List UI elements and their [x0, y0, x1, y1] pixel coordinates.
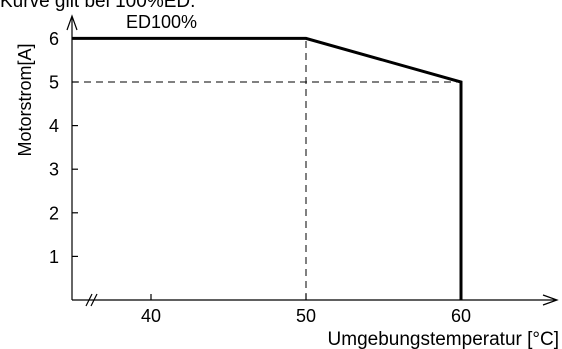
reference-lines [72, 38, 461, 300]
y-tick-label: 4 [49, 116, 59, 136]
y-axis-arrow [66, 14, 78, 31]
x-axis-break-mark [85, 293, 93, 307]
x-tick-label: 60 [451, 306, 471, 326]
labels-layer: 1 2 3 4 5 6 40 50 60 ED100% Motorstrom[A] Umgebungs… [15, 12, 559, 349]
x-axis-break-mark [90, 293, 98, 307]
chart-caption: Kurve gilt bei 100%ED. [0, 0, 196, 12]
x-axis-arrow [542, 294, 559, 306]
y-axis-title: Motorstrom[A] [15, 43, 35, 156]
series-label: ED100% [126, 12, 197, 32]
axes [66, 14, 559, 307]
x-axis-title: Umgebungstemperatur [°C] [328, 329, 559, 349]
x-tick-label: 50 [296, 306, 316, 326]
x-tick-label: 40 [141, 306, 161, 326]
series-layer [72, 36, 463, 300]
series-line [72, 36, 463, 300]
y-tick-label: 6 [49, 29, 59, 49]
y-tick-label: 2 [49, 203, 59, 223]
y-tick-label: 5 [49, 73, 59, 93]
y-tick-label: 1 [49, 247, 59, 267]
y-tick-label: 3 [49, 160, 59, 180]
